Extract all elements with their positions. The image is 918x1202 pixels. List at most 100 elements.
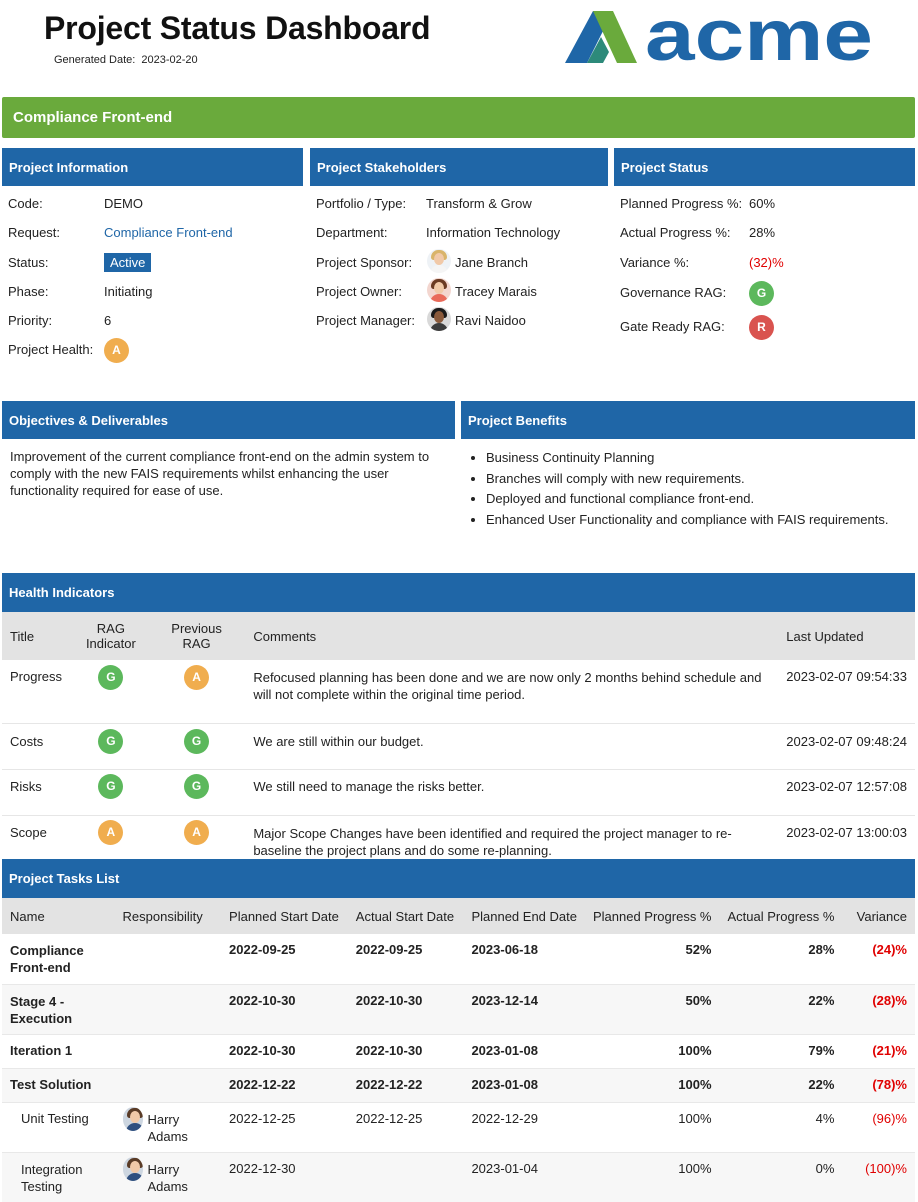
col-comments[interactable]: Comments (245, 612, 779, 660)
task-planned-progress: 50% (584, 984, 720, 1035)
task-name: Unit Testing (2, 1102, 115, 1153)
task-actual-progress: 79% (719, 1034, 843, 1069)
col-actual-progress[interactable]: Actual Progress % (719, 898, 843, 934)
task-planned-progress: 100% (584, 1034, 720, 1069)
sponsor-label: Project Sponsor: (316, 255, 413, 270)
task-actual-start: 2022-12-22 (347, 1068, 464, 1103)
task-responsibility: Harry Adams (114, 1102, 222, 1153)
task-row[interactable]: Stage 4 - Execution 2022-10-30 2022-10-3… (2, 984, 915, 1035)
task-planned-end: 2023-06-18 (463, 934, 585, 985)
task-name: Integration Testing (2, 1152, 115, 1202)
health-indicators-table: Title RAG Indicator Previous RAG Comments … (2, 612, 915, 861)
objectives-text: Improvement of the current compliance fr… (10, 449, 430, 498)
objectives-header: Objectives & Deliverables (2, 401, 455, 439)
request-link[interactable]: Compliance Front-end (104, 225, 233, 240)
col-name[interactable]: Name (2, 898, 115, 934)
actual-progress-label: Actual Progress %: (620, 225, 731, 240)
col-last-updated[interactable]: Last Updated (778, 612, 915, 660)
rag-indicator: A (98, 819, 124, 845)
planned-progress-label: Planned Progress %: (620, 196, 743, 211)
project-health-rag: A (104, 338, 129, 363)
owner-label: Project Owner: (316, 284, 402, 299)
task-planned-progress: 100% (584, 1102, 720, 1153)
task-row[interactable]: Unit Testing Harry Adams 2022-12-25 2022… (2, 1102, 915, 1153)
health-row: Scope A A Major Scope Changes have been … (2, 815, 915, 861)
col-responsibility[interactable]: Responsibility (114, 898, 222, 934)
task-row[interactable]: Integration Testing Harry Adams 2022-12-… (2, 1152, 915, 1202)
col-actual-start[interactable]: Actual Start Date (347, 898, 464, 934)
task-name: Compliance Front-end (2, 934, 115, 985)
task-planned-start: 2022-10-30 (221, 984, 348, 1035)
benefit-item: Deployed and functional compliance front… (486, 489, 908, 510)
task-actual-progress: 28% (719, 934, 843, 985)
responsibility-name: Harry Adams (147, 1111, 188, 1144)
task-actual-progress: 22% (719, 1068, 843, 1103)
department-label: Department: (316, 225, 388, 240)
task-row[interactable]: Compliance Front-end 2022-09-25 2022-09-… (2, 934, 915, 985)
responsibility-name: Harry Adams (147, 1161, 188, 1194)
previous-rag: A (184, 819, 210, 845)
task-name: Stage 4 - Execution (2, 984, 115, 1035)
rag-indicator: G (98, 773, 124, 799)
previous-rag: A (184, 665, 210, 690)
task-actual-progress: 4% (719, 1102, 843, 1153)
manager-value: Ravi Naidoo (455, 313, 526, 328)
benefit-item: Business Continuity Planning (486, 448, 908, 469)
task-variance: (28)% (842, 984, 915, 1035)
col-planned-end[interactable]: Planned End Date (463, 898, 585, 934)
project-banner: Compliance Front-end (2, 97, 915, 138)
task-actual-start: 2022-12-25 (347, 1102, 464, 1153)
logo-text: acme (645, 8, 873, 66)
owner-value: Tracey Marais (455, 284, 537, 299)
sponsor-value: Jane Branch (455, 255, 528, 270)
code-label: Code: (8, 196, 43, 211)
task-row[interactable]: Iteration 1 2022-10-30 2022-10-30 2023-0… (2, 1034, 915, 1069)
health-last-updated: 2023-02-07 13:00:03 (778, 815, 915, 861)
health-title: Costs (2, 723, 74, 770)
page-title: Project Status Dashboard (44, 10, 431, 46)
col-rag-indicator[interactable]: RAG Indicator (73, 612, 148, 660)
health-row: Progress G A Refocused planning has been… (2, 660, 915, 724)
health-title: Progress (2, 660, 74, 724)
task-planned-start: 2022-10-30 (221, 1034, 348, 1069)
sponsor-avatar (427, 249, 451, 273)
col-planned-start[interactable]: Planned Start Date (221, 898, 348, 934)
col-variance[interactable]: Variance (842, 898, 915, 934)
responsibility-avatar (122, 1106, 144, 1131)
health-comment: Major Scope Changes have been identified… (245, 815, 779, 861)
task-variance: (21)% (842, 1034, 915, 1069)
col-title[interactable]: Title (2, 612, 74, 660)
manager-avatar (427, 307, 451, 331)
gate-ready-rag: R (749, 315, 774, 340)
task-actual-start: 2022-10-30 (347, 1034, 464, 1069)
generated-date-value: 2023-02-20 (141, 54, 198, 66)
health-title: Risks (2, 769, 74, 816)
task-planned-start: 2022-12-30 (221, 1152, 348, 1202)
tasks-header-row: Name Responsibility Planned Start Date A… (2, 898, 915, 934)
department-value: Information Technology (426, 225, 561, 240)
health-comment: We still need to manage the risks better… (245, 769, 779, 816)
col-planned-progress[interactable]: Planned Progress % (584, 898, 720, 934)
phase-value: Initiating (104, 284, 153, 299)
status-label: Status: (8, 255, 49, 270)
task-variance: (24)% (842, 934, 915, 985)
task-actual-progress: 0% (719, 1152, 843, 1202)
benefits-header: Project Benefits (461, 401, 915, 439)
task-row[interactable]: Test Solution 2022-12-22 2022-12-22 2023… (2, 1068, 915, 1103)
planned-progress-value: 60% (749, 196, 776, 211)
portfolio-label: Portfolio / Type: (316, 196, 407, 211)
portfolio-value: Transform & Grow (426, 196, 532, 211)
health-title: Scope (2, 815, 74, 861)
task-name: Test Solution (2, 1068, 115, 1103)
task-planned-progress: 100% (584, 1068, 720, 1103)
project-information-panel: Code: DEMO Request: Compliance Front-end… (8, 196, 303, 376)
col-previous-rag[interactable]: Previous RAG (147, 612, 246, 660)
task-responsibility: Harry Adams (114, 1152, 222, 1202)
acme-logo: acme (565, 8, 873, 66)
health-last-updated: 2023-02-07 09:48:24 (778, 723, 915, 770)
health-row: Risks G G We still need to manage the ri… (2, 769, 915, 816)
previous-rag: G (184, 773, 210, 799)
task-planned-end: 2023-01-08 (463, 1034, 585, 1069)
health-last-updated: 2023-02-07 09:54:33 (778, 660, 915, 724)
project-tasks-table: Name Responsibility Planned Start Date A… (2, 898, 915, 1202)
